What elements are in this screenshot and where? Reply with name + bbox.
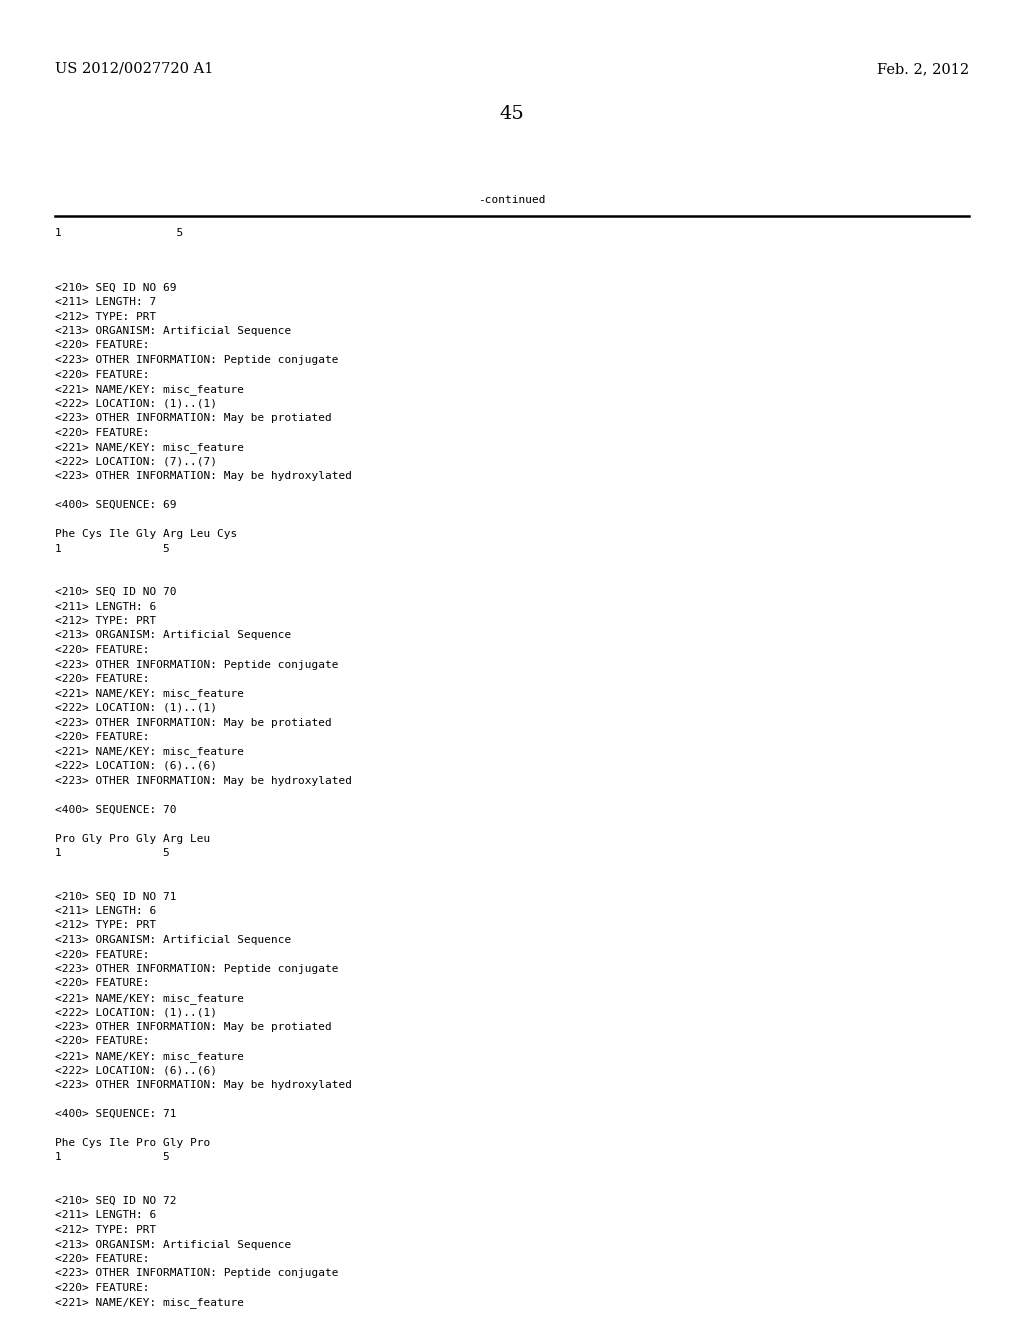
- Text: <222> LOCATION: (6)..(6): <222> LOCATION: (6)..(6): [55, 1065, 217, 1076]
- Text: <210> SEQ ID NO 71: <210> SEQ ID NO 71: [55, 891, 176, 902]
- Text: <221> NAME/KEY: misc_feature: <221> NAME/KEY: misc_feature: [55, 1051, 244, 1061]
- Text: <212> TYPE: PRT: <212> TYPE: PRT: [55, 920, 157, 931]
- Text: <220> FEATURE:: <220> FEATURE:: [55, 1283, 150, 1294]
- Text: <223> OTHER INFORMATION: May be hydroxylated: <223> OTHER INFORMATION: May be hydroxyl…: [55, 1080, 352, 1090]
- Text: <221> NAME/KEY: misc_feature: <221> NAME/KEY: misc_feature: [55, 442, 244, 453]
- Text: <221> NAME/KEY: misc_feature: <221> NAME/KEY: misc_feature: [55, 384, 244, 395]
- Text: Phe Cys Ile Gly Arg Leu Cys: Phe Cys Ile Gly Arg Leu Cys: [55, 529, 238, 539]
- Text: <211> LENGTH: 7: <211> LENGTH: 7: [55, 297, 157, 308]
- Text: <222> LOCATION: (1)..(1): <222> LOCATION: (1)..(1): [55, 1007, 217, 1018]
- Text: 1               5: 1 5: [55, 544, 170, 553]
- Text: <222> LOCATION: (1)..(1): <222> LOCATION: (1)..(1): [55, 399, 217, 408]
- Text: <223> OTHER INFORMATION: May be protiated: <223> OTHER INFORMATION: May be protiate…: [55, 1022, 332, 1032]
- Text: <223> OTHER INFORMATION: May be hydroxylated: <223> OTHER INFORMATION: May be hydroxyl…: [55, 776, 352, 785]
- Text: <223> OTHER INFORMATION: Peptide conjugate: <223> OTHER INFORMATION: Peptide conjuga…: [55, 964, 339, 974]
- Text: <213> ORGANISM: Artificial Sequence: <213> ORGANISM: Artificial Sequence: [55, 631, 291, 640]
- Text: <221> NAME/KEY: misc_feature: <221> NAME/KEY: misc_feature: [55, 1298, 244, 1308]
- Text: <223> OTHER INFORMATION: Peptide conjugate: <223> OTHER INFORMATION: Peptide conjuga…: [55, 355, 339, 366]
- Text: <210> SEQ ID NO 69: <210> SEQ ID NO 69: [55, 282, 176, 293]
- Text: <213> ORGANISM: Artificial Sequence: <213> ORGANISM: Artificial Sequence: [55, 326, 291, 337]
- Text: <212> TYPE: PRT: <212> TYPE: PRT: [55, 1225, 157, 1236]
- Text: <212> TYPE: PRT: <212> TYPE: PRT: [55, 312, 157, 322]
- Text: <400> SEQUENCE: 71: <400> SEQUENCE: 71: [55, 1109, 176, 1119]
- Text: <222> LOCATION: (7)..(7): <222> LOCATION: (7)..(7): [55, 457, 217, 466]
- Text: <223> OTHER INFORMATION: Peptide conjugate: <223> OTHER INFORMATION: Peptide conjuga…: [55, 1269, 339, 1279]
- Text: <221> NAME/KEY: misc_feature: <221> NAME/KEY: misc_feature: [55, 993, 244, 1005]
- Text: 1               5: 1 5: [55, 1152, 170, 1163]
- Text: <223> OTHER INFORMATION: May be protiated: <223> OTHER INFORMATION: May be protiate…: [55, 413, 332, 422]
- Text: <222> LOCATION: (6)..(6): <222> LOCATION: (6)..(6): [55, 762, 217, 771]
- Text: <213> ORGANISM: Artificial Sequence: <213> ORGANISM: Artificial Sequence: [55, 1239, 291, 1250]
- Text: <222> LOCATION: (1)..(1): <222> LOCATION: (1)..(1): [55, 704, 217, 713]
- Text: 45: 45: [500, 106, 524, 123]
- Text: <220> FEATURE:: <220> FEATURE:: [55, 733, 150, 742]
- Text: <400> SEQUENCE: 70: <400> SEQUENCE: 70: [55, 804, 176, 814]
- Text: <220> FEATURE:: <220> FEATURE:: [55, 1036, 150, 1047]
- Text: <211> LENGTH: 6: <211> LENGTH: 6: [55, 1210, 157, 1221]
- Text: <223> OTHER INFORMATION: May be protiated: <223> OTHER INFORMATION: May be protiate…: [55, 718, 332, 727]
- Text: <213> ORGANISM: Artificial Sequence: <213> ORGANISM: Artificial Sequence: [55, 935, 291, 945]
- Text: <220> FEATURE:: <220> FEATURE:: [55, 978, 150, 989]
- Text: -continued: -continued: [478, 195, 546, 205]
- Text: Pro Gly Pro Gly Arg Leu: Pro Gly Pro Gly Arg Leu: [55, 833, 210, 843]
- Text: <220> FEATURE:: <220> FEATURE:: [55, 645, 150, 655]
- Text: <223> OTHER INFORMATION: Peptide conjugate: <223> OTHER INFORMATION: Peptide conjuga…: [55, 660, 339, 669]
- Text: 1               5: 1 5: [55, 847, 170, 858]
- Text: <221> NAME/KEY: misc_feature: <221> NAME/KEY: misc_feature: [55, 747, 244, 758]
- Text: <223> OTHER INFORMATION: May be hydroxylated: <223> OTHER INFORMATION: May be hydroxyl…: [55, 471, 352, 480]
- Text: Feb. 2, 2012: Feb. 2, 2012: [877, 62, 969, 77]
- Text: <220> FEATURE:: <220> FEATURE:: [55, 341, 150, 351]
- Text: Phe Cys Ile Pro Gly Pro: Phe Cys Ile Pro Gly Pro: [55, 1138, 210, 1148]
- Text: <210> SEQ ID NO 72: <210> SEQ ID NO 72: [55, 1196, 176, 1206]
- Text: <400> SEQUENCE: 69: <400> SEQUENCE: 69: [55, 500, 176, 510]
- Text: <211> LENGTH: 6: <211> LENGTH: 6: [55, 906, 157, 916]
- Text: <212> TYPE: PRT: <212> TYPE: PRT: [55, 616, 157, 626]
- Text: <220> FEATURE:: <220> FEATURE:: [55, 370, 150, 380]
- Text: <211> LENGTH: 6: <211> LENGTH: 6: [55, 602, 157, 611]
- Text: <220> FEATURE:: <220> FEATURE:: [55, 675, 150, 684]
- Text: US 2012/0027720 A1: US 2012/0027720 A1: [55, 62, 213, 77]
- Text: <220> FEATURE:: <220> FEATURE:: [55, 428, 150, 437]
- Text: 1                 5: 1 5: [55, 228, 183, 238]
- Text: <221> NAME/KEY: misc_feature: <221> NAME/KEY: misc_feature: [55, 689, 244, 700]
- Text: <210> SEQ ID NO 70: <210> SEQ ID NO 70: [55, 587, 176, 597]
- Text: <220> FEATURE:: <220> FEATURE:: [55, 1254, 150, 1265]
- Text: <220> FEATURE:: <220> FEATURE:: [55, 949, 150, 960]
